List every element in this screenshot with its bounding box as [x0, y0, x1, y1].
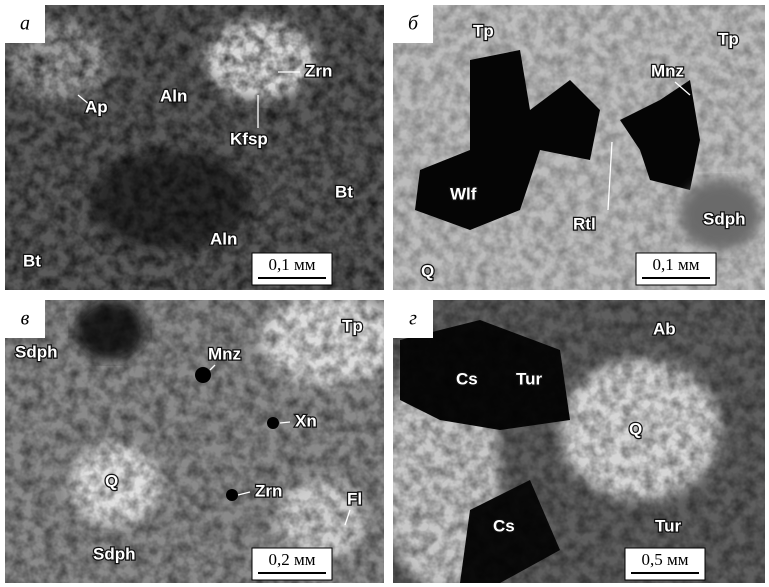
mineral-label: Wlf — [450, 184, 477, 203]
mineral-label: Ab — [653, 319, 676, 338]
micrograph-g — [380, 300, 765, 587]
mineral-label: Tp — [718, 29, 739, 48]
mineral-label: Cs — [456, 369, 478, 388]
micrograph-a — [5, 5, 384, 290]
mineral-label: Tp — [473, 21, 494, 40]
mineral-label: Cs — [493, 516, 515, 535]
mineral-label: Q — [105, 471, 118, 490]
mineral-label: Aln — [160, 86, 187, 105]
mineral-label: Rtl — [573, 214, 596, 233]
mineral-label: Tp — [342, 316, 363, 335]
scale-label: 0,1 мм — [268, 255, 315, 274]
page: а Ap Aln Zrn Kfsp Bt Aln Bt 0,1 мм б Tp Tp Mnz Wlf Rtl… — [0, 0, 769, 587]
mineral-label: Mnz — [651, 61, 684, 80]
mineral-label: Tur — [655, 516, 682, 535]
scale-label: 0,2 мм — [268, 550, 315, 569]
mineral-label: Kfsp — [230, 129, 268, 148]
mineral-label: Q — [421, 261, 434, 280]
mineral-label: Bt — [23, 251, 41, 270]
micrograph-b — [393, 5, 765, 290]
panel-letter: г — [409, 308, 417, 330]
mineral-label: Mnz — [208, 344, 241, 363]
mineral-label: Zrn — [255, 481, 282, 500]
mineral-label: Sdph — [15, 342, 58, 361]
panel-letter: а — [20, 13, 30, 35]
mineral-label: Zrn — [305, 61, 332, 80]
mineral-label: Aln — [210, 229, 237, 248]
mineral-label: Sdph — [703, 209, 746, 228]
figure: а Ap Aln Zrn Kfsp Bt Aln Bt 0,1 мм б Tp Tp Mnz Wlf Rtl… — [0, 0, 769, 587]
panel-letter: в — [21, 308, 30, 330]
mineral-label: Q — [629, 419, 642, 438]
mineral-label: Bt — [335, 182, 353, 201]
panel-letter: б — [408, 13, 419, 35]
mineral-label: Ap — [85, 97, 108, 116]
mineral-label: Sdph — [93, 544, 136, 563]
scale-label: 0,5 мм — [641, 550, 688, 569]
micrograph-v — [5, 295, 400, 583]
mineral-label: Xn — [295, 411, 317, 430]
mineral-label: Tur — [516, 369, 543, 388]
scale-label: 0,1 мм — [652, 255, 699, 274]
mineral-label: Fl — [347, 489, 362, 508]
